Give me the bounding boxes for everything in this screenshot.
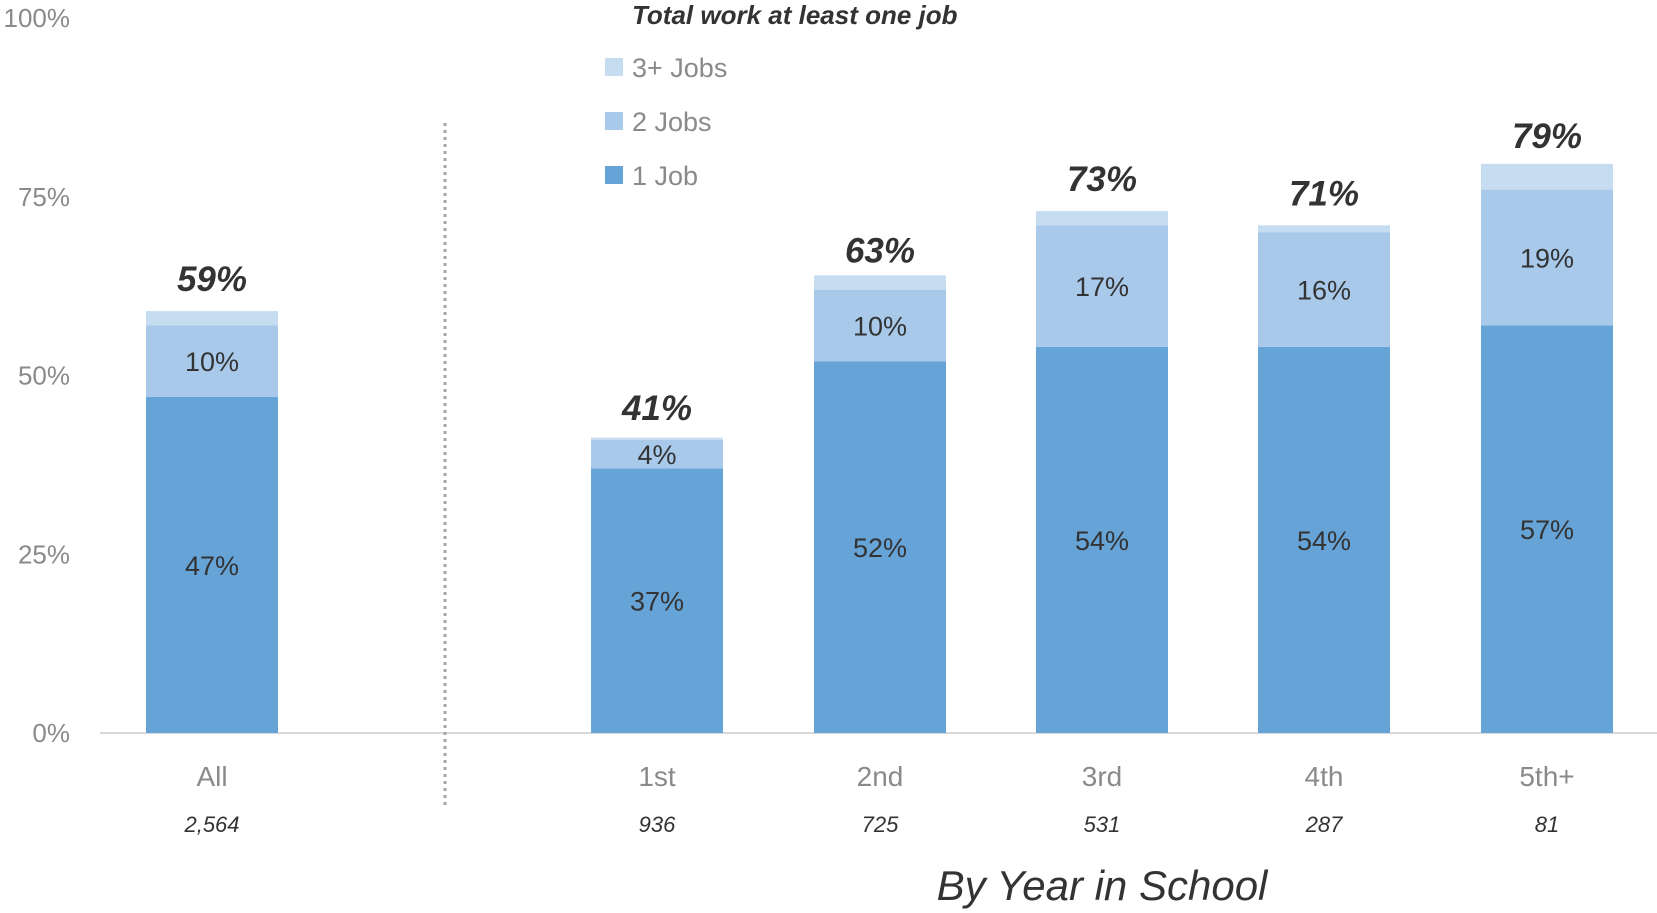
bar-segment-2-jobs [814,289,946,362]
segment-value-label: 4% [637,440,676,470]
legend-label: 1 Job [632,161,698,191]
segment-value-label: 16% [1297,276,1351,306]
legend: Total work at least one job 3+ Jobs 2 Job… [605,0,958,191]
legend-title: Total work at least one job [632,0,958,30]
total-value-label: 73% [1067,160,1137,199]
sample-size-label: 2,564 [183,812,239,837]
total-value-label: 71% [1289,174,1359,213]
y-tick-label: 0% [32,718,70,748]
bar-segment-3-jobs [1258,225,1390,233]
bar-segment-1-job [1481,325,1613,733]
bar-segment-3-jobs [146,311,278,326]
legend-label: 2 Jobs [632,107,712,137]
bar-segment-3-jobs [1036,211,1168,226]
segment-value-label: 57% [1520,515,1574,545]
x-category-label: 3rd [1082,761,1122,792]
bars-group [146,163,1613,733]
legend-label: 3+ Jobs [632,53,727,83]
segment-value-label: 10% [853,311,907,341]
sample-size-label: 725 [862,812,899,837]
bar-segment-1-job [146,396,278,733]
sample-size-label: 936 [639,812,676,837]
bar-segment-2-jobs [1481,189,1613,326]
segment-value-label: 47% [185,551,239,581]
labels-group: 47% 10% 59% All 2,564 37% 4% 41% 1st 936 52% 10% 63%… [177,117,1582,837]
sample-size-label: 81 [1535,812,1559,837]
bar-segment-1-job [1258,346,1390,733]
segment-value-label: 54% [1075,526,1129,556]
y-tick-label: 50% [18,361,70,391]
bar-segment-3-jobs [591,437,723,440]
sample-size-label: 287 [1305,812,1343,837]
bar-segment-2-jobs [1258,232,1390,347]
y-tick-label: 25% [18,539,70,569]
x-category-label: All [196,761,227,792]
x-category-label: 5th+ [1519,761,1574,792]
bar-segment-1-job [1036,346,1168,733]
total-value-label: 79% [1512,117,1582,156]
sample-size-label: 531 [1084,812,1121,837]
bar-segment-2-jobs [591,439,723,469]
total-value-label: 59% [177,260,247,299]
x-category-label: 2nd [857,761,904,792]
legend-swatch [605,112,623,130]
bar-segment-1-job [814,361,946,733]
segment-value-label: 17% [1075,272,1129,302]
segment-value-label: 52% [853,533,907,563]
y-tick-label: 100% [4,3,71,33]
legend-swatch [605,166,623,184]
bar-segment-1-job [591,468,723,733]
x-category-label: 4th [1305,761,1344,792]
bar-segment-3-jobs [1481,163,1613,190]
legend-swatch [605,58,623,76]
bar-segment-2-jobs [1036,225,1168,347]
segment-value-label: 10% [185,347,239,377]
segment-value-label: 37% [630,587,684,617]
segment-value-label: 54% [1297,526,1351,556]
bar-segment-3-jobs [814,275,946,290]
x-category-label: 1st [638,761,676,792]
total-value-label: 41% [621,389,692,428]
y-tick-label: 75% [18,182,70,212]
total-value-label: 63% [845,232,915,271]
segment-value-label: 19% [1520,244,1574,274]
x-axis-title: By Year in School [937,862,1269,909]
y-axis: 0% 25% 50% 75% 100% [4,3,71,748]
bar-segment-2-jobs [146,325,278,397]
